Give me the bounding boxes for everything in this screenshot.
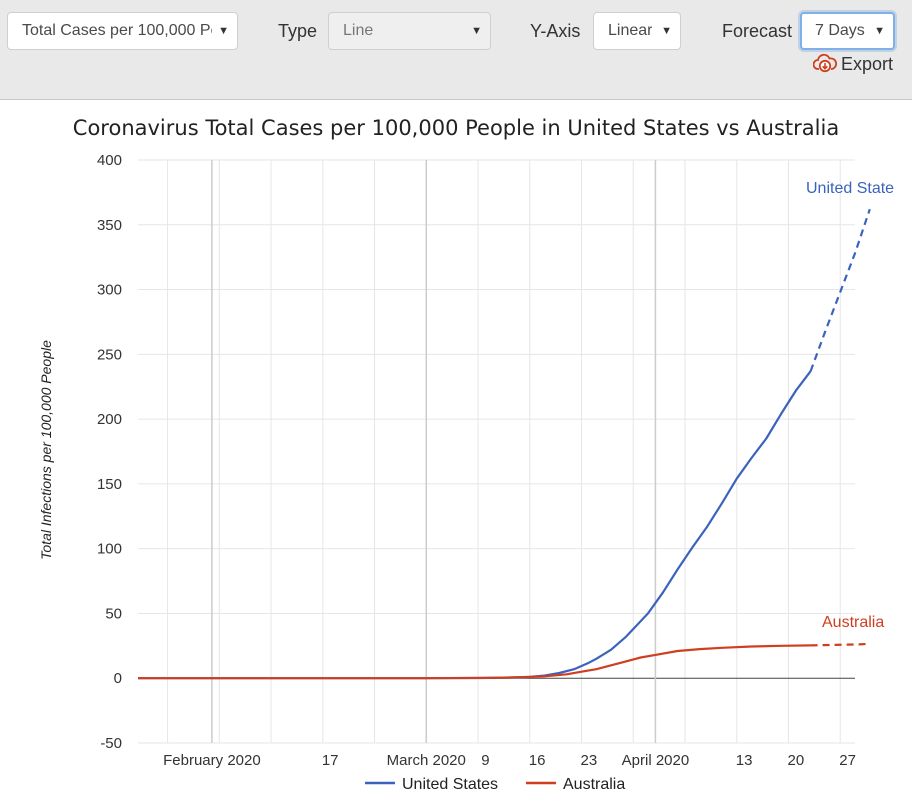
legend-entry: Australia: [563, 776, 625, 793]
cloud-download-icon: [812, 53, 838, 73]
chevron-down-icon: ▼: [661, 25, 672, 37]
y-tick-label: 400: [97, 152, 122, 169]
grid: [138, 159, 855, 744]
series-line-australia: [138, 644, 811, 680]
x-tick-label: April 2020: [622, 752, 690, 769]
x-tick-label: 23: [581, 752, 598, 769]
y-axis-label: Total Infections per 100,000 People: [38, 340, 54, 560]
chart-title: Coronavirus Total Cases per 100,000 Peop…: [72, 116, 840, 140]
x-tick-label: 9: [481, 752, 489, 769]
y-tick-label: 50: [105, 605, 122, 622]
y-tick-label: 350: [97, 217, 122, 234]
chevron-down-icon: ▼: [218, 25, 229, 37]
chevron-down-icon: ▼: [471, 25, 482, 37]
y-tick-label: 150: [97, 476, 122, 493]
x-tick-label: February 2020: [163, 752, 261, 769]
y-tick-label: -50: [100, 735, 122, 752]
type-label: Type: [278, 21, 318, 41]
y-axis-ticks: -50 0 50 100 150 200 250 300 350 400: [97, 152, 122, 752]
x-tick-label: 16: [529, 752, 546, 769]
y-tick-label: 250: [97, 346, 122, 363]
x-tick-label: 27: [839, 752, 856, 769]
yaxis-select[interactable]: Linear ▼: [593, 12, 681, 50]
y-tick-label: 200: [97, 411, 122, 428]
chevron-down-icon: ▼: [874, 25, 885, 37]
y-tick-label: 100: [97, 541, 122, 558]
legend: United States Australia: [365, 776, 625, 793]
forecast-select[interactable]: 7 Days ▼: [800, 12, 895, 50]
y-tick-label: 0: [114, 670, 122, 687]
x-axis-ticks: February 2020 17 March 2020 9 16 23 April 2020…: [163, 752, 856, 769]
forecast-line-united-states: [809, 208, 871, 372]
series-end-label: Australia: [822, 614, 884, 631]
x-tick-label: 17: [322, 752, 339, 769]
type-select-value: Line: [343, 22, 374, 39]
chart-plot: -50 0 50 100 150 200 250 300 350 400 February 202…: [38, 152, 894, 793]
x-tick-label: 20: [788, 752, 805, 769]
type-select[interactable]: Line ▼: [328, 12, 491, 50]
forecast-line-australia: [810, 642, 870, 647]
metric-select[interactable]: Total Cases per 100,000 Pe ▼: [7, 12, 238, 50]
export-button[interactable]: Export: [812, 53, 894, 77]
yaxis-label: Y-Axis: [530, 21, 581, 41]
y-tick-label: 300: [97, 282, 122, 299]
toolbar: Total Cases per 100,000 Pe ▼ Type Line ▼…: [0, 0, 912, 100]
yaxis-select-value: Linear: [608, 22, 653, 39]
legend-entry: United States: [402, 776, 498, 793]
x-tick-label: 13: [736, 752, 753, 769]
forecast-select-value: 7 Days: [815, 22, 865, 39]
series-lines: United State Australia: [138, 180, 894, 680]
x-tick-label: March 2020: [387, 752, 466, 769]
series-line-united-states: [138, 370, 812, 680]
forecast-label: Forecast: [722, 21, 793, 41]
series-end-label: United State: [806, 180, 894, 197]
metric-select-value: Total Cases per 100,000 Pe: [22, 22, 212, 39]
export-label: Export: [841, 54, 894, 74]
